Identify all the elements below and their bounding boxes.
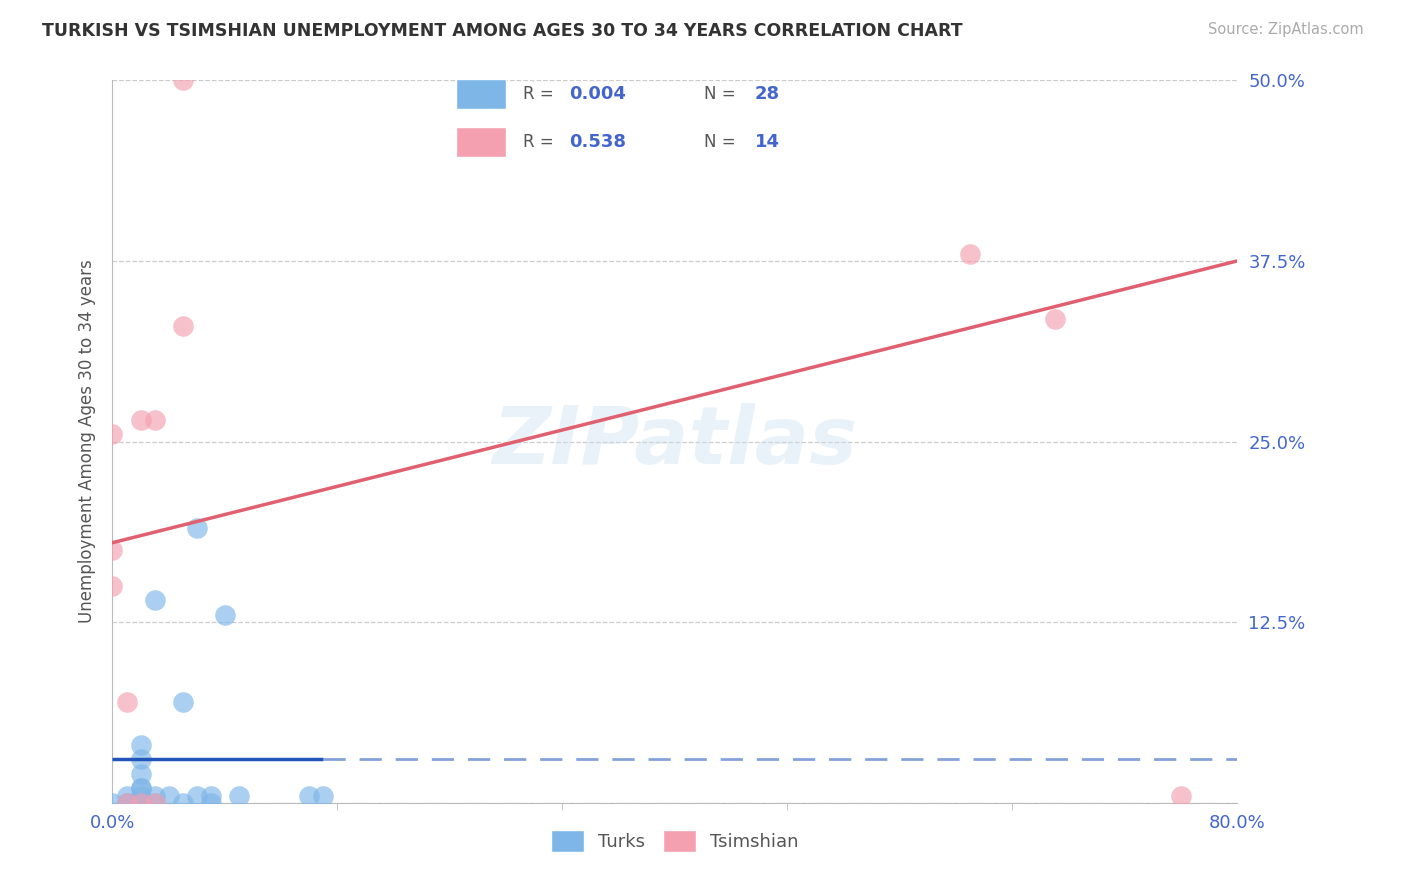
- Point: [129, 752, 152, 766]
- Point: [101, 427, 124, 442]
- Point: [172, 318, 194, 333]
- Legend: Turks, Tsimshian: Turks, Tsimshian: [544, 822, 806, 859]
- Point: [115, 796, 138, 810]
- Point: [143, 413, 166, 427]
- Text: TURKISH VS TSIMSHIAN UNEMPLOYMENT AMONG AGES 30 TO 34 YEARS CORRELATION CHART: TURKISH VS TSIMSHIAN UNEMPLOYMENT AMONG …: [42, 22, 963, 40]
- Point: [143, 789, 166, 803]
- Point: [129, 738, 152, 752]
- Point: [143, 796, 166, 810]
- Point: [143, 593, 166, 607]
- Point: [129, 796, 152, 810]
- Point: [214, 607, 236, 622]
- Point: [115, 695, 138, 709]
- Point: [129, 781, 152, 796]
- Point: [312, 789, 335, 803]
- Text: 14: 14: [755, 133, 780, 151]
- Text: R =: R =: [523, 133, 560, 151]
- Point: [101, 542, 124, 557]
- Point: [101, 796, 124, 810]
- Point: [129, 796, 152, 810]
- Point: [172, 695, 194, 709]
- Point: [200, 796, 222, 810]
- Point: [129, 789, 152, 803]
- Text: Source: ZipAtlas.com: Source: ZipAtlas.com: [1208, 22, 1364, 37]
- Text: ZIPatlas: ZIPatlas: [492, 402, 858, 481]
- Text: 0.004: 0.004: [569, 85, 626, 103]
- Point: [1043, 311, 1066, 326]
- Point: [129, 796, 152, 810]
- Point: [129, 781, 152, 796]
- Point: [129, 796, 152, 810]
- Point: [115, 796, 138, 810]
- Point: [172, 73, 194, 87]
- FancyBboxPatch shape: [456, 128, 506, 157]
- Y-axis label: Unemployment Among Ages 30 to 34 years: Unemployment Among Ages 30 to 34 years: [77, 260, 96, 624]
- Point: [101, 579, 124, 593]
- Point: [959, 246, 981, 260]
- Text: N =: N =: [704, 85, 741, 103]
- Point: [172, 796, 194, 810]
- Text: 28: 28: [755, 85, 780, 103]
- Point: [115, 789, 138, 803]
- Point: [1170, 789, 1192, 803]
- Point: [298, 789, 321, 803]
- Point: [200, 789, 222, 803]
- FancyBboxPatch shape: [456, 79, 506, 109]
- Point: [186, 521, 208, 535]
- Point: [157, 789, 180, 803]
- Text: N =: N =: [704, 133, 741, 151]
- Point: [115, 796, 138, 810]
- Point: [129, 796, 152, 810]
- Text: 0.538: 0.538: [569, 133, 627, 151]
- Text: R =: R =: [523, 85, 560, 103]
- Point: [129, 413, 152, 427]
- Point: [228, 789, 250, 803]
- Point: [143, 796, 166, 810]
- Point: [186, 789, 208, 803]
- Point: [129, 767, 152, 781]
